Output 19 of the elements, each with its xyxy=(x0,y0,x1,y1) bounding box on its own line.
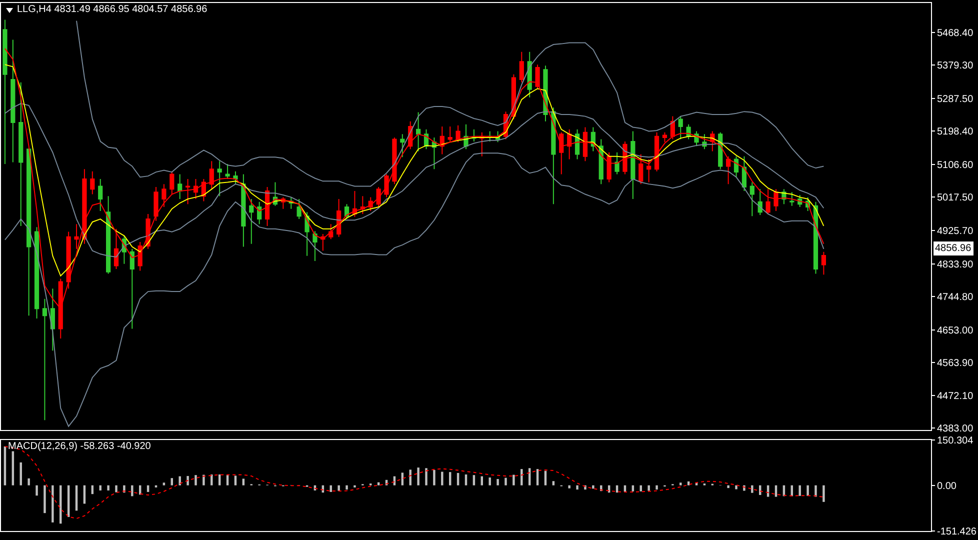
y-tick-label: 4925.70 xyxy=(937,226,974,237)
chart-title: LLG,H4 4831.49 4866.95 4804.57 4856.96 xyxy=(17,4,208,15)
y-tick-label: 4744.80 xyxy=(937,292,974,303)
y-tick-label: 5379.30 xyxy=(937,60,974,72)
y-tick-label: 4472.10 xyxy=(937,391,974,402)
y-tick-label: 4563.90 xyxy=(937,358,974,369)
y-tick-label: 150.304 xyxy=(937,436,974,446)
y-tick-label: 5106.60 xyxy=(937,160,974,172)
chart-title: MACD(12,26,9) -58.263 -40.920 xyxy=(8,441,152,452)
y-tick-label: -151.426 xyxy=(937,526,977,538)
y-tick-label: 4833.90 xyxy=(937,259,974,270)
text: 4856.96 xyxy=(935,243,972,254)
y-tick-label: 5017.50 xyxy=(937,192,974,204)
y-tick-label: 5198.40 xyxy=(937,126,974,138)
y-tick-label: 5468.40 xyxy=(937,28,974,40)
y-tick-label: 0.00 xyxy=(937,480,957,492)
y-tick-label: 4383.00 xyxy=(937,424,974,435)
y-tick-label: 4653.00 xyxy=(937,325,974,336)
y-tick-label: 5287.50 xyxy=(937,94,974,106)
